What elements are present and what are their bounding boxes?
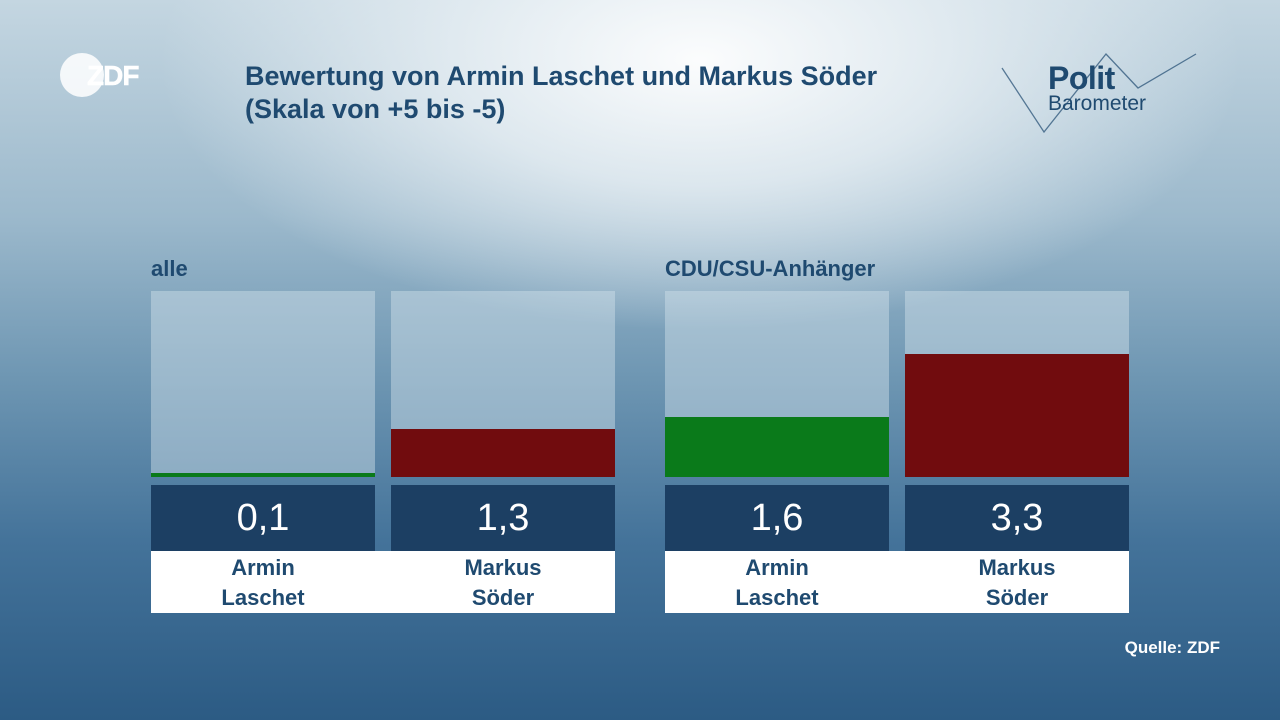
politbarometer-word1: Polit (1048, 60, 1115, 96)
politbarometer-word2: Barometer (1048, 92, 1147, 115)
bar-track-alle-soeder (391, 291, 615, 477)
name-strip-cdu (665, 551, 1129, 613)
group-label-alle: alle (151, 256, 188, 281)
value-label-cdu-laschet: 1,6 (665, 485, 889, 551)
bar-track-cdu-laschet (665, 291, 889, 477)
chart-title: Bewertung von Armin Laschet und Markus S… (245, 60, 985, 126)
category-label-cdu-soeder: Markus Söder (905, 553, 1129, 613)
value-label-alle-laschet: 0,1 (151, 485, 375, 551)
name-line2: Söder (471, 585, 535, 610)
name-line2: Söder (985, 585, 1049, 610)
bar-alle-laschet (151, 473, 375, 477)
category-label-alle-laschet: Armin Laschet (151, 553, 375, 613)
name-line1: Markus (978, 555, 1056, 580)
source-label: Quelle: ZDF (1124, 638, 1220, 657)
name-line1: Armin (745, 555, 809, 580)
chart-title-line2: (Skala von +5 bis -5) (245, 94, 506, 124)
bar-cdu-laschet (665, 417, 889, 477)
category-label-cdu-laschet: Armin Laschet (665, 553, 889, 613)
zdf-logo: ZDF (60, 52, 150, 98)
bar-cdu-soeder (905, 354, 1129, 477)
name-line1: Armin (231, 555, 295, 580)
value-label-alle-soeder: 1,3 (391, 485, 615, 551)
bar-track-cdu-soeder (905, 291, 1129, 477)
name-line1: Markus (464, 555, 542, 580)
bar-track-alle-laschet (151, 291, 375, 477)
svg-text:ZDF: ZDF (87, 60, 139, 91)
name-strip-alle (151, 551, 615, 613)
category-label-alle-soeder: Markus Söder (391, 553, 615, 613)
chart-title-line1: Bewertung von Armin Laschet und Markus S… (245, 61, 878, 91)
name-line2: Laschet (735, 585, 819, 610)
group-label-cdu-csu: CDU/CSU-Anhänger (665, 256, 876, 281)
bar-alle-soeder (391, 429, 615, 477)
value-label-cdu-soeder: 3,3 (905, 485, 1129, 551)
name-line2: Laschet (221, 585, 305, 610)
politbarometer-logo: Polit Barometer (998, 48, 1208, 140)
